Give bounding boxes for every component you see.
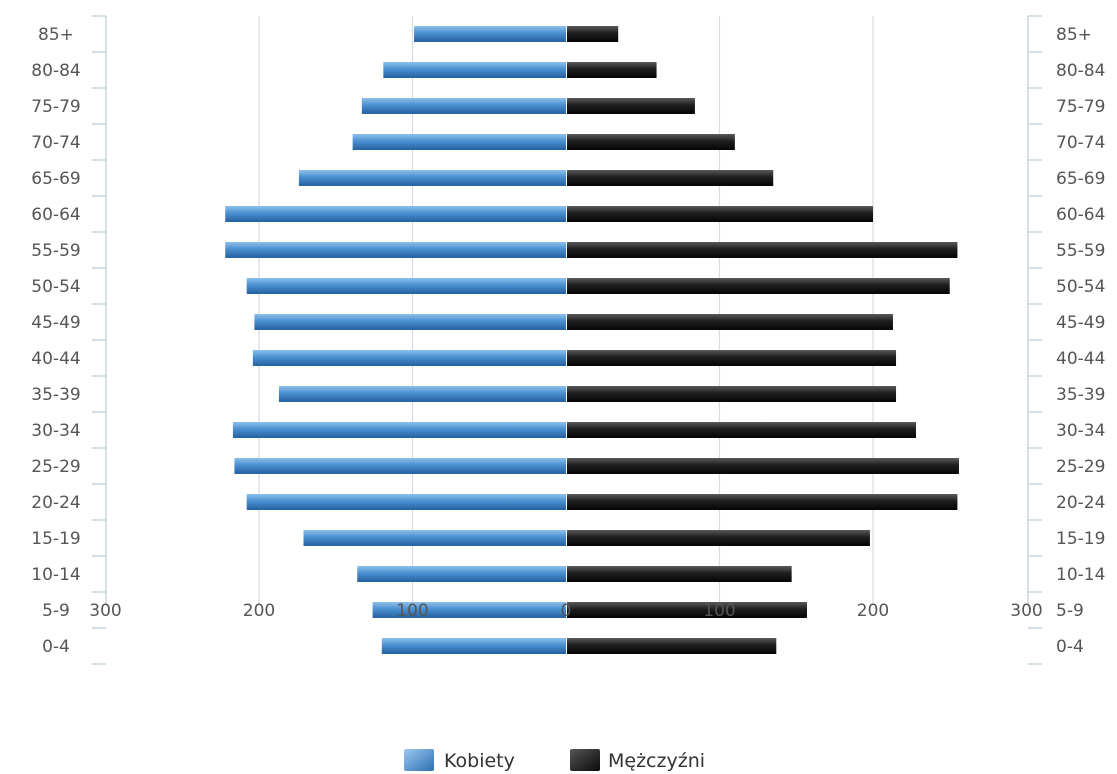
- right-category-label: 70-74: [1056, 133, 1105, 153]
- bar-mezczyzni-75-79[interactable]: [567, 98, 695, 114]
- bar-kobiety-80-84[interactable]: [383, 62, 566, 78]
- right-category-label: 25-29: [1056, 457, 1105, 477]
- bar-mezczyzni-35-39[interactable]: [567, 386, 897, 402]
- x-tick-label: 200: [243, 601, 275, 621]
- bar-mezczyzni-65-69[interactable]: [567, 170, 774, 186]
- category-axes: [92, 15, 1042, 665]
- bar-kobiety-55-59[interactable]: [225, 242, 567, 258]
- x-tick-label: 0: [561, 601, 572, 621]
- left-category-label: 15-19: [31, 529, 80, 549]
- right-category-label: 75-79: [1056, 97, 1105, 117]
- left-category-label: 20-24: [31, 493, 80, 513]
- right-category-label: 0-4: [1056, 637, 1084, 657]
- right-category-label: 45-49: [1056, 313, 1105, 333]
- right-category-label: 80-84: [1056, 61, 1105, 81]
- left-category-label: 35-39: [31, 385, 80, 405]
- bar-mezczyzni-20-24[interactable]: [567, 494, 958, 510]
- left-category-label: 40-44: [31, 349, 80, 369]
- category-labels: 0-4 0-4 5-9 5-9 10-14 10-14 15-19 15-19 20-24 20-…: [31, 25, 1105, 657]
- bar-mezczyzni-70-74[interactable]: [567, 134, 735, 150]
- right-category-label: 60-64: [1056, 205, 1105, 225]
- bar-kobiety-50-54[interactable]: [246, 278, 566, 294]
- right-category-label: 15-19: [1056, 529, 1105, 549]
- left-category-label: 45-49: [31, 313, 80, 333]
- right-category-label: 85+: [1056, 25, 1092, 45]
- bar-kobiety-35-39[interactable]: [278, 386, 566, 402]
- left-category-label: 10-14: [31, 565, 80, 585]
- bar-kobiety-40-44[interactable]: [252, 350, 567, 366]
- left-category-label: 55-59: [31, 241, 80, 261]
- legend[interactable]: Kobiety Mężczyźni: [404, 749, 705, 772]
- bar-mezczyzni-15-19[interactable]: [567, 530, 870, 546]
- bar-kobiety-85+[interactable]: [414, 26, 566, 42]
- bar-mezczyzni-60-64[interactable]: [567, 206, 873, 222]
- bar-mezczyzni-85+[interactable]: [567, 26, 619, 42]
- bar-kobiety-70-74[interactable]: [352, 134, 566, 150]
- bar-kobiety-30-34[interactable]: [232, 422, 566, 438]
- bar-kobiety-15-19[interactable]: [303, 530, 566, 546]
- left-category-label: 0-4: [42, 637, 70, 657]
- left-category-label: 30-34: [31, 421, 80, 441]
- bar-kobiety-20-24[interactable]: [246, 494, 566, 510]
- bar-mezczyzni-0-4[interactable]: [567, 638, 777, 654]
- left-category-label: 50-54: [31, 277, 80, 297]
- x-tick-label: 300: [1010, 601, 1042, 621]
- left-category-label: 85+: [38, 25, 74, 45]
- legend-swatch: [570, 749, 600, 771]
- x-tick-label: 100: [396, 601, 428, 621]
- bar-kobiety-60-64[interactable]: [225, 206, 567, 222]
- left-category-label: 70-74: [31, 133, 80, 153]
- bars: [225, 26, 959, 654]
- bar-mezczyzni-80-84[interactable]: [567, 62, 657, 78]
- x-tick-label: 200: [857, 601, 889, 621]
- bar-mezczyzni-45-49[interactable]: [567, 314, 893, 330]
- bar-mezczyzni-40-44[interactable]: [567, 350, 897, 366]
- left-category-label: 65-69: [31, 169, 80, 189]
- right-category-label: 5-9: [1056, 601, 1084, 621]
- right-category-label: 55-59: [1056, 241, 1105, 261]
- bar-kobiety-0-4[interactable]: [381, 638, 566, 654]
- legend-label: Mężczyźni: [608, 750, 705, 772]
- bar-mezczyzni-5-9[interactable]: [567, 602, 807, 618]
- bar-mezczyzni-55-59[interactable]: [567, 242, 958, 258]
- left-category-label: 75-79: [31, 97, 80, 117]
- bar-mezczyzni-25-29[interactable]: [567, 458, 959, 474]
- right-category-label: 65-69: [1056, 169, 1105, 189]
- bar-kobiety-5-9[interactable]: [372, 602, 566, 618]
- right-category-label: 50-54: [1056, 277, 1105, 297]
- bar-kobiety-65-69[interactable]: [298, 170, 566, 186]
- left-category-label: 25-29: [31, 457, 80, 477]
- legend-item-mezczyzni[interactable]: Mężczyźni: [570, 749, 705, 772]
- legend-swatch: [404, 749, 434, 771]
- bar-mezczyzni-30-34[interactable]: [567, 422, 916, 438]
- x-tick-label: 300: [89, 601, 121, 621]
- right-category-label: 35-39: [1056, 385, 1105, 405]
- right-category-label: 20-24: [1056, 493, 1105, 513]
- bar-kobiety-25-29[interactable]: [234, 458, 566, 474]
- bar-mezczyzni-50-54[interactable]: [567, 278, 950, 294]
- legend-item-kobiety[interactable]: Kobiety: [404, 749, 515, 772]
- right-category-label: 30-34: [1056, 421, 1105, 441]
- left-category-label: 80-84: [31, 61, 80, 81]
- x-tick-label: 100: [703, 601, 735, 621]
- left-category-label: 5-9: [42, 601, 70, 621]
- left-category-label: 60-64: [31, 205, 80, 225]
- bar-kobiety-75-79[interactable]: [361, 98, 566, 114]
- right-category-label: 40-44: [1056, 349, 1105, 369]
- legend-label: Kobiety: [444, 750, 515, 772]
- bar-kobiety-10-14[interactable]: [357, 566, 566, 582]
- bar-kobiety-45-49[interactable]: [254, 314, 566, 330]
- right-category-label: 10-14: [1056, 565, 1105, 585]
- x-tick-labels: 300 200 100 0 100 200 300: [89, 601, 1042, 621]
- bar-mezczyzni-10-14[interactable]: [567, 566, 792, 582]
